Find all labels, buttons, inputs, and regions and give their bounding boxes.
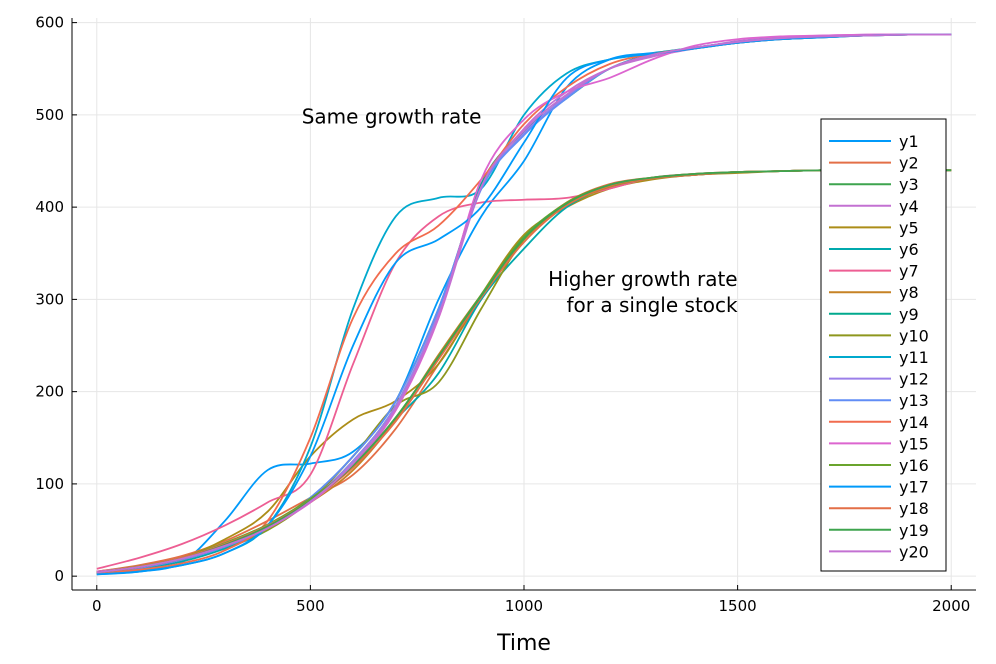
annotation-text: Higher growth rate xyxy=(548,267,737,291)
annotation-text: Same growth rate xyxy=(302,105,482,129)
annotation-text: for a single stock xyxy=(566,293,738,317)
legend-label: y19 xyxy=(899,521,929,540)
legend-label: y7 xyxy=(899,262,919,281)
legend-label: y16 xyxy=(899,456,929,475)
y-tick-label: 500 xyxy=(35,106,64,124)
series-line-y19 xyxy=(96,169,952,574)
legend-label: y18 xyxy=(899,499,929,518)
legend-label: y2 xyxy=(899,154,919,173)
legend-label: y20 xyxy=(899,542,929,561)
x-tick-label: 1500 xyxy=(719,597,757,615)
legend-label: y3 xyxy=(899,175,919,194)
series-line-y17 xyxy=(96,33,952,576)
legend: y1 y2 y3 y4 y5 y6 y7 y8 y9 y10 y11 y12 y13 y14 y15 y16 y… xyxy=(820,118,947,572)
legend-label: y4 xyxy=(899,197,919,216)
series-lines xyxy=(96,33,952,576)
legend-label: y8 xyxy=(899,283,919,302)
series-line-y20 xyxy=(96,33,952,574)
y-tick-label: 0 xyxy=(54,567,64,585)
legend-label: y1 xyxy=(899,132,919,151)
legend-label: y6 xyxy=(899,240,919,259)
legend-label: y14 xyxy=(899,413,929,432)
axes: 0 500 1000 1500 2000 0 100 200 300 400 500 600 xyxy=(35,14,976,615)
y-tick-label: 100 xyxy=(35,475,64,493)
legend-label: y17 xyxy=(899,478,929,497)
y-tick-label: 300 xyxy=(35,290,64,308)
legend-label: y11 xyxy=(899,348,929,367)
x-tick-label: 500 xyxy=(296,597,325,615)
y-tick-label: 400 xyxy=(35,198,64,216)
legend-box xyxy=(820,118,947,572)
x-tick-label: 0 xyxy=(92,597,102,615)
x-axis-label: Time xyxy=(496,631,551,656)
legend-label: y5 xyxy=(899,218,919,237)
legend-label: y10 xyxy=(899,326,929,345)
legend-label: y13 xyxy=(899,391,929,410)
x-tick-label: 2000 xyxy=(932,597,970,615)
x-tick-label: 1000 xyxy=(505,597,543,615)
legend-label: y9 xyxy=(899,305,919,324)
legend-label: y15 xyxy=(899,434,929,453)
y-tick-label: 600 xyxy=(35,14,64,32)
legend-label: y12 xyxy=(899,370,929,389)
y-tick-label: 200 xyxy=(35,383,64,401)
